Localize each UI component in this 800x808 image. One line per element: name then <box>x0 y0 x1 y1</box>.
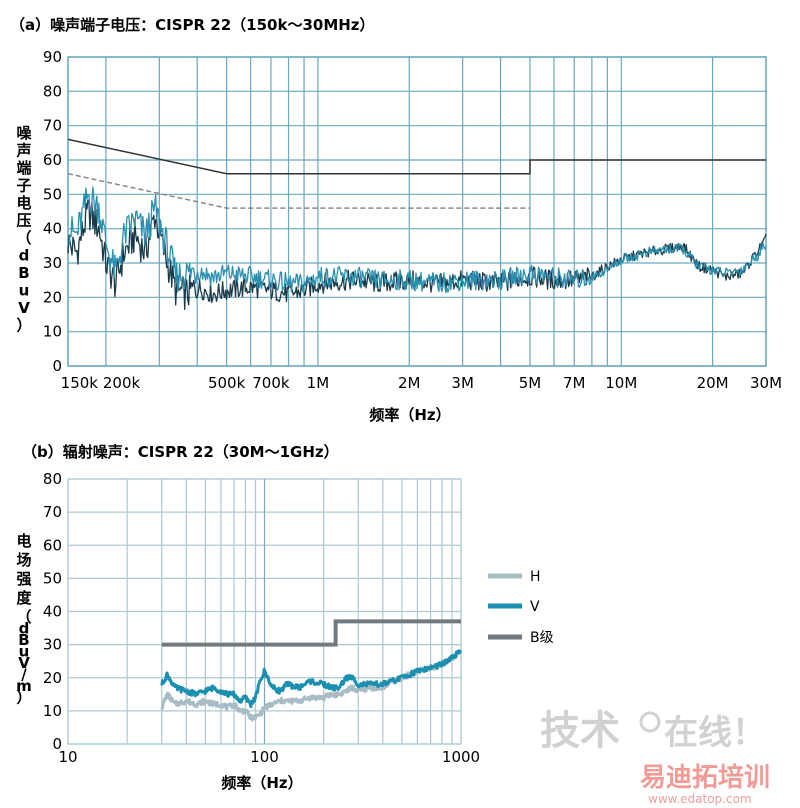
chart-a-limit-line-1 <box>67 172 530 209</box>
chart-a-x-axis-label: 频率（Hz） <box>369 406 450 424</box>
chart-a-ytick-0: 0 <box>52 357 62 375</box>
chart-a-xtick-3: 700k <box>252 374 290 392</box>
chart-b-xtick-1: 100 <box>250 748 279 766</box>
watermark-c-icon <box>639 711 661 733</box>
chart-b-ytick-3: 30 <box>43 636 62 654</box>
watermark: 技术 在线！ 易迪拓培训 www.edatop.com <box>540 708 770 806</box>
chart-b-ylabel-char-10: m <box>16 677 32 695</box>
chart-a-ytick-7: 70 <box>43 117 62 135</box>
chart-a-ylabel-char-10: V <box>18 299 30 317</box>
chart-a-series-1 <box>67 186 767 294</box>
chart-b-series-2 <box>161 619 461 647</box>
chart-a-tick-labels: 0 10 20 30 40 50 60 70 80 90 150k 200k 500k 700k 1M 2M 3… <box>43 48 782 392</box>
chart-b-ytick-8: 80 <box>43 470 62 488</box>
chart-b-ytick-2: 20 <box>43 669 62 687</box>
chart-b-series-1 <box>160 649 463 709</box>
chart-b-title: （b）辐射噪声：CISPR 22（30M～1GHz） <box>22 443 339 461</box>
chart-b-ylabel-char-6: B <box>18 631 29 649</box>
legend-label-b: B级 <box>530 630 554 646</box>
chart-b-ylabel-char-9: / <box>21 666 27 684</box>
chart-a-xtick-1: 200k <box>103 374 141 392</box>
chart-a-xtick-5: 2M <box>398 374 421 392</box>
chart-a-xtick-8: 7M <box>563 374 586 392</box>
watermark-site-url: www.edatop.com <box>648 792 752 806</box>
chart-b-ylabel-char-8: V <box>18 654 30 672</box>
chart-a-xtick-6: 3M <box>451 374 474 392</box>
chart-a-ylabel-char-1: 声 <box>15 142 31 160</box>
chart-a-title: （a）噪声端子电压：CISPR 22（150k～30MHz） <box>10 16 375 34</box>
chart-b-ytick-6: 60 <box>43 536 62 554</box>
chart-b-x-axis-label: 频率（Hz） <box>221 774 302 792</box>
chart-b-ylabel-char-3: 度 <box>16 589 32 607</box>
chart-a-ytick-3: 30 <box>43 254 62 272</box>
chart-b-legend: H V B级 <box>488 569 554 646</box>
chart-a-series <box>67 186 767 310</box>
chart-a-xtick-10: 20M <box>697 374 729 392</box>
chart-a-ylabel-char-4: 电 <box>16 194 31 212</box>
chart-b-ylabel-char-2: 强 <box>16 570 31 588</box>
chart-b-ylabel-char-11: ） <box>16 689 31 707</box>
chart-a-ylabel-char-8: B <box>18 264 29 282</box>
chart-b-xtick-2: 1000 <box>442 748 480 766</box>
chart-b-ylabel-char-5: d <box>19 620 30 638</box>
chart-a-ylabel-char-0: 噪 <box>16 124 32 142</box>
chart-a-ytick-1: 10 <box>43 323 62 341</box>
chart-a-xtick-11: 30M <box>750 374 782 392</box>
legend-label-v: V <box>530 599 540 615</box>
chart-a-plot-area <box>67 56 767 367</box>
chart-a-limit-line-0 <box>67 138 766 175</box>
chart-b-series <box>160 619 463 722</box>
chart-b-ylabel-char-1: 场 <box>16 551 31 569</box>
chart-a-xtick-2: 500k <box>208 374 246 392</box>
chart-b-ytick-1: 10 <box>43 702 62 720</box>
watermark-text-2: 在线！ <box>664 713 766 753</box>
legend-label-h: H <box>530 569 541 585</box>
chart-b-ylabel-char-0: 电 <box>16 532 31 550</box>
chart-a-ytick-5: 50 <box>43 185 62 203</box>
chart-a-ytick-4: 40 <box>43 220 62 238</box>
chart-a-ylabel-char-3: 子 <box>16 177 31 195</box>
chart-a-limit-lines <box>67 138 766 209</box>
chart-a-ytick-8: 80 <box>43 82 62 100</box>
chart-a-ytick-2: 20 <box>43 288 62 306</box>
chart-b-ylabel-char-7: u <box>19 643 30 661</box>
chart-a-grid <box>67 56 767 367</box>
chart-a-xtick-9: 10M <box>605 374 637 392</box>
chart-a-xtick-4: 1M <box>307 374 330 392</box>
chart-a-ylabel-char-5: 压 <box>16 212 31 230</box>
chart-a-xtick-0: 150k <box>61 374 99 392</box>
chart-a-ytick-9: 90 <box>43 48 62 66</box>
chart-b-grid <box>67 478 462 745</box>
chart-b-xtick-0: 10 <box>58 748 77 766</box>
watermark-text-1: 技术 <box>540 708 620 754</box>
watermark-site-cn: 易迪拓培训 <box>640 763 770 793</box>
chart-a-ylabel-char-9: u <box>19 282 30 300</box>
chart-a-ylabel-char-6: （ <box>16 229 31 247</box>
chart-b-ytick-7: 70 <box>43 503 62 521</box>
chart-b-ytick-5: 50 <box>43 569 62 587</box>
chart-a-ylabel-char-11: ） <box>16 317 31 335</box>
chart-a-ylabel-char-7: d <box>19 247 30 265</box>
chart-a-ytick-6: 60 <box>43 151 62 169</box>
chart-a-ylabel-char-2: 端 <box>16 159 31 177</box>
chart-a-xtick-7: 5M <box>519 374 542 392</box>
chart-b-ylabel-char-4: （ <box>16 608 31 626</box>
chart-b-ytick-0: 0 <box>52 735 62 753</box>
chart-b-ytick-4: 40 <box>43 603 62 621</box>
